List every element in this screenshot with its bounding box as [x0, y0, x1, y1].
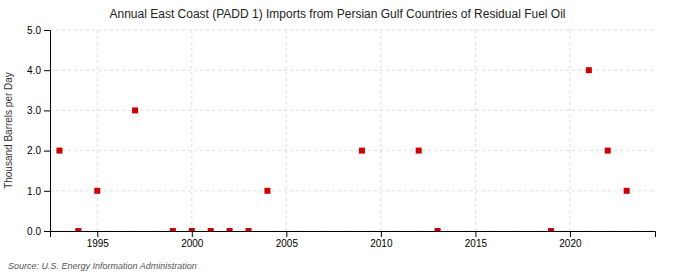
point: [170, 228, 176, 231]
tick-mark: [44, 30, 50, 31]
tick: 2020: [559, 231, 582, 249]
tick-mark: [44, 231, 50, 232]
point: [94, 188, 100, 194]
tick: 2010: [370, 231, 393, 249]
tick: 4.0: [27, 65, 50, 76]
tick-mark: [44, 191, 50, 192]
tick-label: 2015: [465, 238, 488, 249]
tick-label: 4.0: [27, 65, 41, 76]
grid-line: [50, 70, 655, 71]
tick: 2000: [181, 231, 204, 249]
y-axis: 0.0 1.0 2.0 3.0 4.0 5.0: [27, 25, 50, 237]
tick-label: 1995: [87, 238, 110, 249]
tick-mark: [381, 231, 382, 237]
point: [208, 228, 214, 231]
source: Source: U.S. Energy Information Administ…: [8, 261, 197, 271]
point: [359, 148, 365, 154]
point: [189, 228, 195, 231]
point: [246, 228, 252, 231]
point: [624, 188, 630, 194]
tick-mark: [192, 231, 193, 237]
tick-mark: [44, 110, 50, 111]
x-axis: 1995 2000 2005 2010 2015 2020: [51, 231, 656, 249]
grid-line: [286, 30, 287, 231]
point: [227, 228, 233, 231]
tick-mark: [570, 231, 571, 237]
tick-mark: [286, 231, 287, 237]
tick: 3.0: [27, 105, 50, 116]
tick-label: 2020: [559, 238, 582, 249]
point: [548, 228, 554, 231]
point: [264, 188, 270, 194]
grid-line: [569, 30, 570, 231]
grid-line: [475, 30, 476, 231]
grid-line: [97, 30, 98, 231]
grid: [50, 30, 655, 231]
tick-mark: [475, 231, 476, 237]
point: [586, 67, 592, 73]
tick: 1.0: [27, 186, 50, 197]
tick-mark: [97, 231, 98, 237]
y-axis-title: Thousand Barrels per Day: [3, 72, 14, 189]
tick: 0.0: [27, 226, 50, 237]
grid-line: [50, 30, 655, 31]
tick: 1995: [87, 231, 110, 249]
tick-label: 2005: [276, 238, 299, 249]
tick-label: 1.0: [27, 186, 41, 197]
point: [56, 148, 62, 154]
tick-label: 3.0: [27, 105, 41, 116]
point: [132, 107, 138, 113]
point: [605, 148, 611, 154]
plot: 1995 2000 2005 2010 2015 2020 0.0 1.0 2.0 3.0 4.0 5…: [27, 25, 655, 249]
point: [435, 228, 441, 231]
grid-line: [50, 110, 655, 111]
grid-line: [191, 30, 192, 231]
points: [56, 67, 629, 231]
tick-label: 2000: [181, 238, 204, 249]
grid-line: [50, 190, 655, 191]
title: Annual East Coast (PADD 1) Imports from …: [110, 7, 566, 21]
tick: 5.0: [27, 25, 50, 36]
grid-line: [380, 30, 381, 231]
tick: 2005: [276, 231, 299, 249]
point: [75, 228, 81, 231]
tick-mark: [44, 70, 50, 71]
tick-label: 0.0: [27, 226, 41, 237]
chart: 1995 2000 2005 2010 2015 2020 0.0 1.0 2.0 3.0 4.0 5…: [0, 0, 675, 275]
axis-line: [44, 31, 51, 232]
point: [416, 148, 422, 154]
grid-line: [50, 150, 655, 151]
axis-line: [51, 232, 656, 238]
tick-label: 2010: [370, 238, 393, 249]
tick-label: 5.0: [27, 25, 41, 36]
tick: 2.0: [27, 145, 50, 156]
tick-label: 2.0: [27, 145, 41, 156]
tick: 2015: [465, 231, 488, 249]
tick-mark: [44, 151, 50, 152]
